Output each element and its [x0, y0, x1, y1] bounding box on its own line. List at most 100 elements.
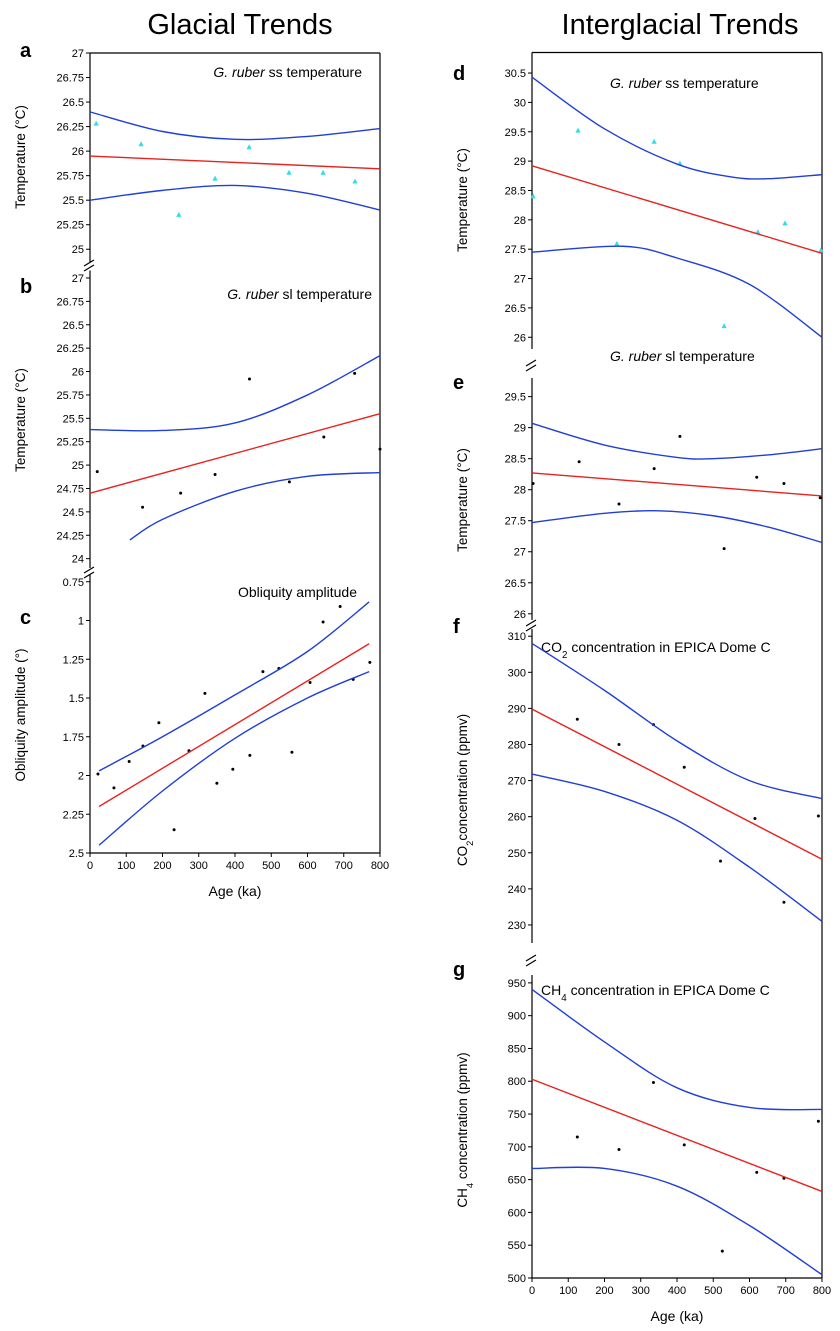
- fit-line: [531, 1166, 823, 1276]
- text-segment: 2: [465, 841, 476, 846]
- y-axis-label: CO2concentration (ppmv): [455, 714, 476, 866]
- fit-line: [531, 708, 823, 860]
- fit-line: [531, 1078, 823, 1193]
- y-tick-label: 230: [508, 920, 526, 932]
- text-segment: CO: [455, 846, 470, 866]
- x-tick-label: 800: [813, 1285, 831, 1297]
- point: [287, 480, 291, 484]
- x-tick-label: 200: [595, 1285, 613, 1297]
- y-tick-label: 26.5: [505, 303, 526, 315]
- y-tick-label: 1.25: [63, 654, 84, 666]
- text-segment: ss temperature: [265, 64, 362, 80]
- x-tick-label: 500: [704, 1285, 722, 1297]
- y-tick-label: 26.75: [56, 296, 84, 308]
- point: [782, 481, 786, 485]
- y-axis-label: Temperature (°C): [13, 368, 28, 472]
- fit-line: [531, 76, 823, 180]
- point: [614, 240, 620, 246]
- panel-letter: g: [453, 959, 465, 981]
- text-segment: Temperature (°C): [13, 368, 28, 472]
- y-tick-label: 600: [508, 1207, 526, 1219]
- point: [338, 605, 342, 609]
- point: [721, 323, 727, 329]
- text-segment: sl temperature: [661, 348, 755, 364]
- point: [678, 434, 682, 438]
- y-tick-label: 27: [72, 48, 84, 60]
- point: [722, 547, 726, 551]
- point: [93, 120, 99, 126]
- point: [95, 470, 99, 474]
- text-segment: ss temperature: [661, 75, 758, 91]
- x-tick-label: 100: [559, 1285, 577, 1297]
- point: [215, 781, 219, 785]
- fit-line: [531, 422, 823, 460]
- y-tick-label: 1.75: [63, 732, 84, 744]
- y-tick-label: 550: [508, 1240, 526, 1252]
- fit-line: [98, 671, 370, 846]
- y-tick-label: 24.5: [63, 507, 84, 519]
- y-tick-label: 27.5: [505, 244, 526, 256]
- y-tick-label: 240: [508, 884, 526, 896]
- panel-title: Obliquity amplitude: [238, 584, 357, 600]
- y-tick-label: 26.25: [56, 343, 84, 355]
- point: [179, 491, 183, 495]
- y-tick-label: 2: [78, 771, 84, 783]
- y-tick-label: 700: [508, 1142, 526, 1154]
- y-tick-label: 250: [508, 848, 526, 860]
- fit-line: [531, 472, 823, 497]
- point: [248, 377, 251, 381]
- point: [818, 496, 822, 500]
- panel-letter: b: [20, 276, 32, 298]
- point: [617, 1147, 621, 1151]
- point: [368, 660, 372, 664]
- fit-line: [98, 601, 370, 772]
- text-segment: sl temperature: [279, 286, 373, 302]
- text-segment: CO: [541, 639, 562, 655]
- point: [213, 472, 217, 476]
- axis-break: [83, 259, 95, 272]
- fit-line: [531, 165, 823, 254]
- point: [818, 247, 824, 253]
- y-tick-label: 28: [514, 485, 526, 497]
- x-tick-label: 700: [777, 1285, 795, 1297]
- x-tick-label: 100: [117, 860, 135, 872]
- point: [246, 144, 252, 150]
- y-tick-label: 270: [508, 776, 526, 788]
- y-tick-label: 26.5: [63, 97, 84, 109]
- axis-break: [525, 619, 537, 632]
- point: [816, 814, 820, 818]
- panel-letter: a: [20, 40, 32, 62]
- panel-letter: f: [453, 616, 460, 638]
- point: [652, 467, 656, 471]
- point: [617, 742, 621, 746]
- x-axis-label: Age (ka): [209, 883, 262, 899]
- y-tick-label: 950: [508, 978, 526, 990]
- fit-line: [89, 412, 381, 494]
- x-tick-label: 500: [262, 860, 280, 872]
- y-tick-label: 25: [72, 244, 84, 256]
- panel-title: G. ruber sl temperature: [610, 348, 755, 364]
- y-tick-label: 26: [72, 146, 84, 158]
- point: [755, 475, 759, 479]
- y-tick-label: 650: [508, 1175, 526, 1187]
- y-tick-label: 850: [508, 1043, 526, 1055]
- x-tick-label: 600: [740, 1285, 758, 1297]
- fit-line: [531, 642, 823, 800]
- fit-line: [98, 643, 370, 808]
- y-tick-label: 2.25: [63, 809, 84, 821]
- y-tick-label: 29: [514, 156, 526, 168]
- y-tick-label: 24.75: [56, 483, 84, 495]
- x-tick-label: 300: [190, 860, 208, 872]
- x-tick-label: 400: [668, 1285, 686, 1297]
- axis-breaks: [83, 259, 537, 967]
- point: [172, 828, 176, 832]
- y-tick-label: 800: [508, 1076, 526, 1088]
- text-segment: 2: [562, 650, 567, 661]
- text-segment: concentration (ppmv): [455, 1052, 470, 1183]
- y-tick-label: 280: [508, 739, 526, 751]
- y-tick-label: 26.5: [505, 578, 526, 590]
- point: [682, 765, 686, 769]
- y-tick-label: 310: [508, 631, 526, 643]
- y-tick-label: 28.5: [505, 185, 526, 197]
